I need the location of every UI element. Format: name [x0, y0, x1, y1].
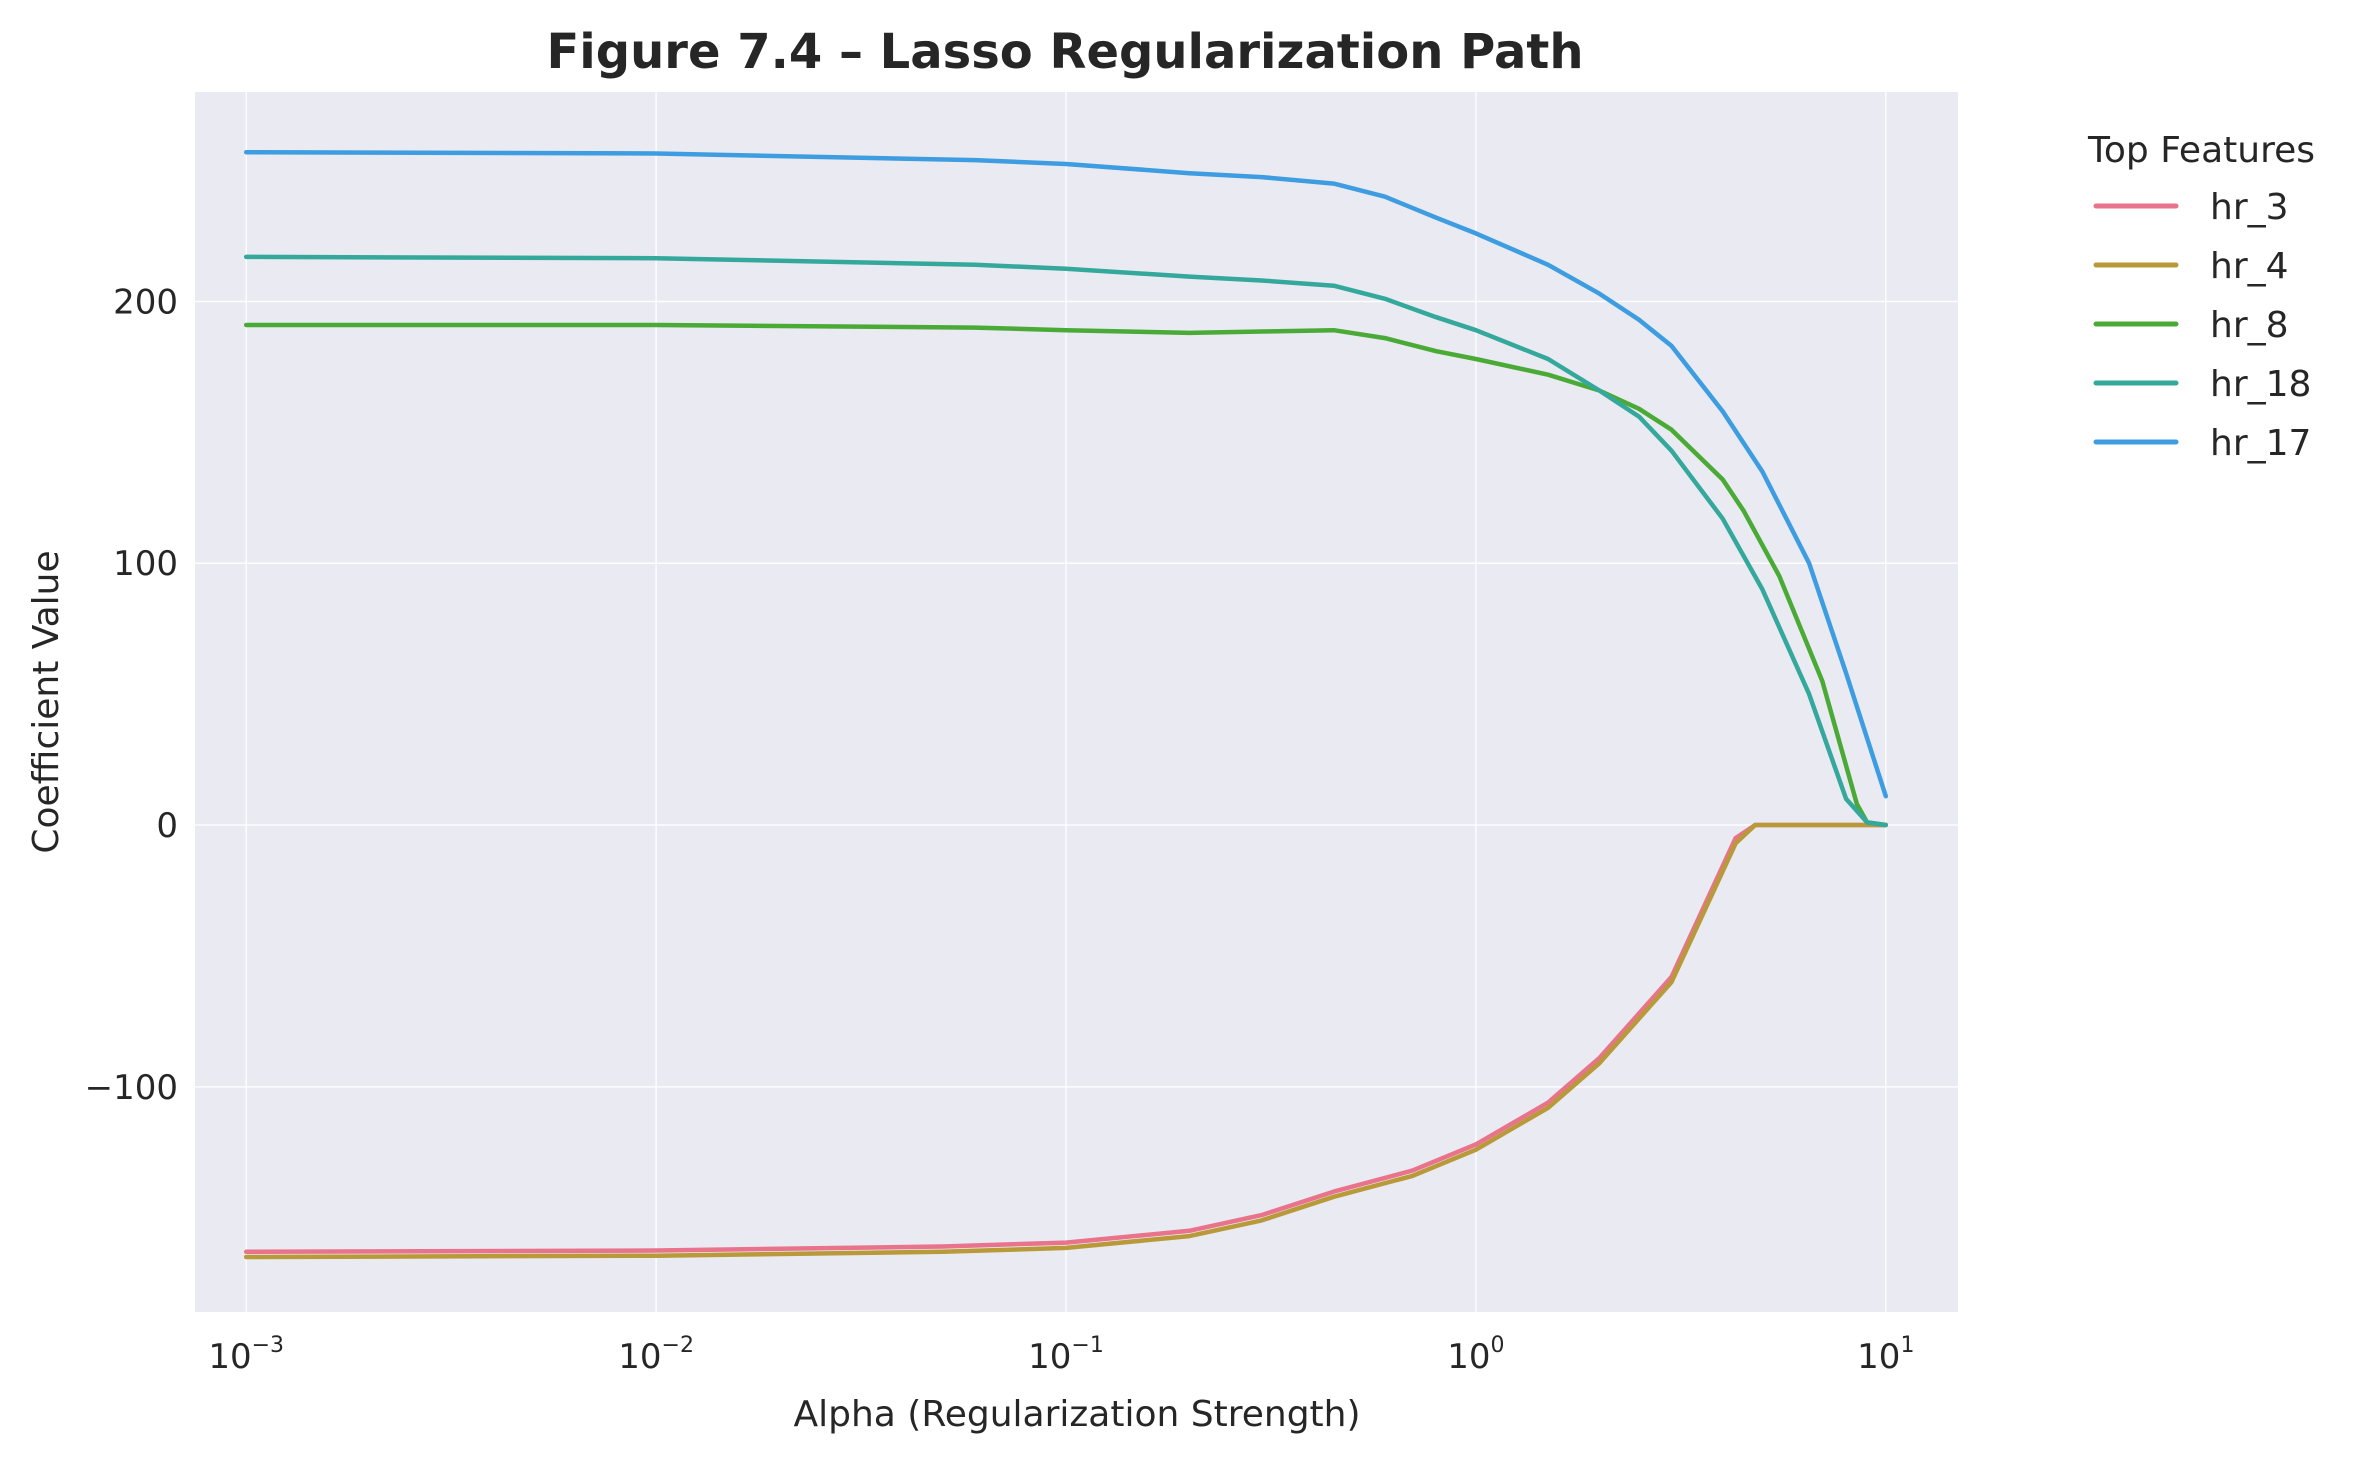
y-tick-labels: 200 100 0 −100	[85, 282, 178, 1107]
x-tick-label-2: 10−1	[1028, 1333, 1104, 1377]
chart-title: Figure 7.4 – Lasso Regularization Path	[547, 24, 1584, 80]
y-tick-label-2: 0	[156, 806, 178, 846]
series-line-hr-8	[243, 322, 1889, 828]
grid-lines	[195, 92, 1958, 1312]
legend-label-hr-3: hr_3	[2210, 187, 2289, 228]
x-axis-title: Alpha (Regularization Strength)	[793, 1394, 1360, 1435]
legend: Top Features hr_3 hr_4 hr_8 hr_18 hr_17	[2087, 130, 2315, 464]
plot-area	[195, 92, 1958, 1312]
y-tick-label-3: −100	[85, 1068, 178, 1108]
x-tick-labels: 10−3 10−2 10−1 100 101	[208, 1333, 1914, 1377]
series-line-hr-17	[243, 149, 1889, 799]
series-lines	[243, 149, 1889, 1260]
y-tick-label-0: 200	[113, 282, 178, 322]
y-tick-label-1: 100	[113, 544, 178, 584]
legend-label-hr-18: hr_18	[2210, 364, 2311, 405]
x-tick-label-4: 101	[1857, 1333, 1914, 1377]
series-line-hr-4	[243, 822, 1889, 1260]
series-line-hr-18	[243, 254, 1889, 828]
legend-label-hr-17: hr_17	[2210, 423, 2311, 464]
legend-title: Top Features	[2087, 130, 2315, 171]
x-tick-label-3: 100	[1447, 1333, 1504, 1377]
legend-label-hr-4: hr_4	[2210, 246, 2289, 287]
legend-label-hr-8: hr_8	[2210, 305, 2289, 346]
y-axis-title: Coefficient Value	[26, 550, 67, 853]
x-tick-label-1: 10−2	[618, 1333, 694, 1377]
x-tick-label-0: 10−3	[208, 1333, 284, 1377]
